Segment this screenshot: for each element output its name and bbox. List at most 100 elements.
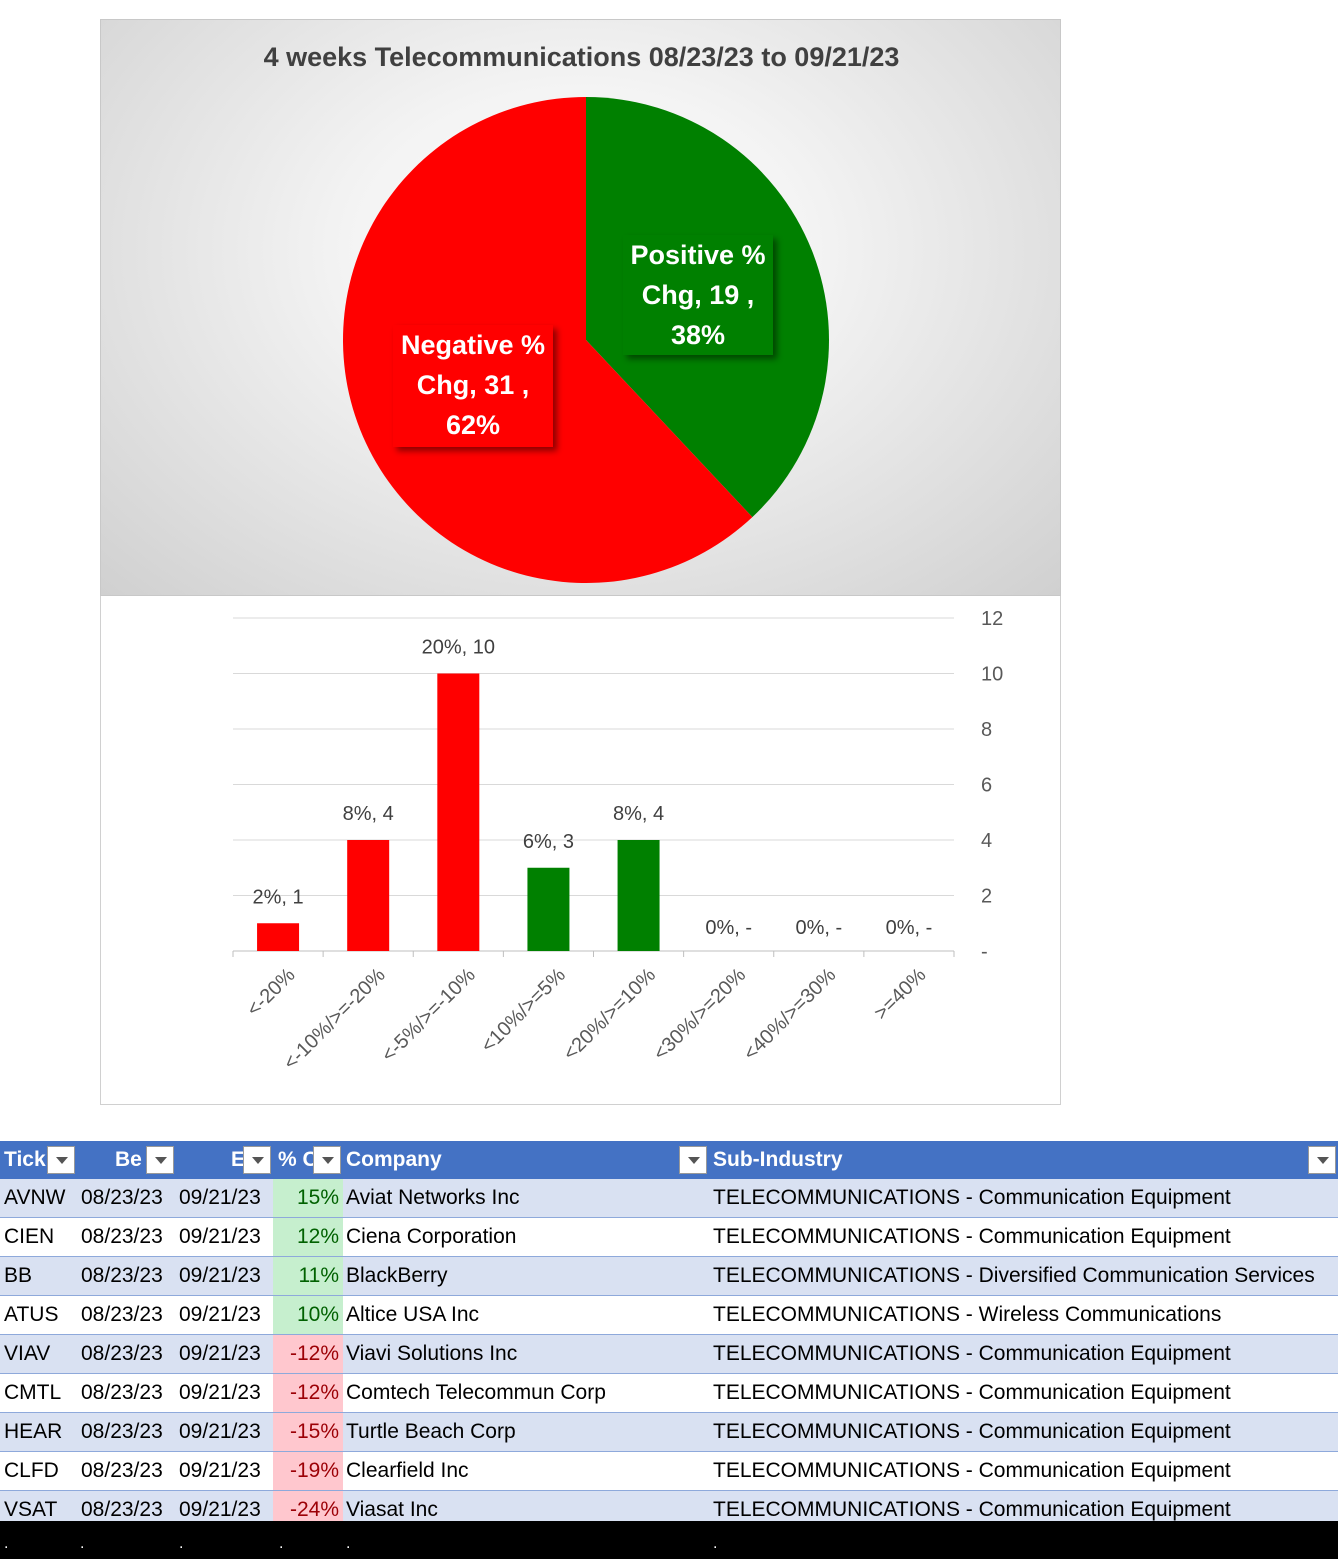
cell-sub-industry[interactable]: TELECOMMUNICATIONS - Communication Equip… xyxy=(709,1179,1338,1218)
header-ticker[interactable]: Tick xyxy=(0,1141,77,1179)
cell-end-date[interactable]: 09/21/23 xyxy=(176,1217,273,1257)
cell-pct-change[interactable]: -19% xyxy=(273,1451,343,1491)
header-begin[interactable]: Be xyxy=(77,1141,176,1179)
y-tick-label: 10 xyxy=(981,664,1003,686)
bar-data-label: 0%, - xyxy=(795,917,842,939)
header-pct-label: % C xyxy=(278,1148,318,1171)
cell-end-date[interactable]: 09/21/23 xyxy=(176,1179,273,1218)
bar xyxy=(617,840,660,951)
cell-company[interactable]: Comtech Telecommun Corp xyxy=(343,1373,709,1413)
cell-pct-change[interactable]: -12% xyxy=(273,1373,343,1413)
bar xyxy=(257,923,300,951)
pie-label-line: 62% xyxy=(445,410,501,440)
cell-pct-change[interactable]: 10% xyxy=(273,1295,343,1335)
cell-pct-change[interactable]: -12% xyxy=(273,1334,343,1374)
cell-begin-date[interactable]: 08/23/23 xyxy=(77,1334,176,1374)
filter-dropdown-icon[interactable] xyxy=(146,1146,174,1174)
footer-dot: . xyxy=(179,1535,184,1552)
table-row[interactable]: ATUS 08/23/23 09/21/23 10% Altice USA Inc TEL… xyxy=(0,1295,1338,1335)
header-company[interactable]: Company xyxy=(343,1141,709,1179)
x-category-label: <-5%/>=-10% xyxy=(377,964,480,1067)
filter-dropdown-icon[interactable] xyxy=(1308,1146,1336,1174)
filter-dropdown-icon[interactable] xyxy=(243,1146,271,1174)
header-ticker-label: Tick xyxy=(4,1148,46,1171)
x-category-label: >=40% xyxy=(870,964,931,1025)
filter-dropdown-icon[interactable] xyxy=(313,1146,341,1174)
cell-begin-date[interactable]: 08/23/23 xyxy=(77,1179,176,1218)
cell-end-date[interactable]: 09/21/23 xyxy=(176,1256,273,1296)
footer-bar xyxy=(0,1521,1338,1559)
x-category-label: <-20% xyxy=(243,964,300,1021)
cell-ticker[interactable]: HEAR xyxy=(0,1412,77,1452)
cell-end-date[interactable]: 09/21/23 xyxy=(176,1334,273,1374)
table-row[interactable]: CIEN 08/23/23 09/21/23 12% Ciena Corporation… xyxy=(0,1217,1338,1257)
cell-begin-date[interactable]: 08/23/23 xyxy=(77,1295,176,1335)
table-row[interactable]: AVNW 08/23/23 09/21/23 15% Aviat Networks In… xyxy=(0,1179,1338,1218)
cell-end-date[interactable]: 09/21/23 xyxy=(176,1373,273,1413)
pie-chart-title: 4 weeks Telecommunications 08/23/23 to 0… xyxy=(263,42,900,72)
cell-end-date[interactable]: 09/21/23 xyxy=(176,1451,273,1491)
table-row[interactable]: HEAR 08/23/23 09/21/23 -15% Turtle Beach Cor… xyxy=(0,1412,1338,1452)
bar-data-label: 20%, 10 xyxy=(422,637,495,659)
header-end[interactable]: E xyxy=(176,1141,273,1179)
cell-begin-date[interactable]: 08/23/23 xyxy=(77,1217,176,1257)
stocks-table: Tick Be E % C Company Sub-Industry AVNW 0… xyxy=(0,1141,1338,1530)
header-pct-change[interactable]: % C xyxy=(273,1141,343,1179)
x-category-label: <20%/>=10% xyxy=(559,964,660,1065)
pie-chart-panel: 4 weeks Telecommunications 08/23/23 to 0… xyxy=(100,19,1061,596)
cell-end-date[interactable]: 09/21/23 xyxy=(176,1295,273,1335)
cell-pct-change[interactable]: 15% xyxy=(273,1179,343,1218)
cell-pct-change[interactable]: -15% xyxy=(273,1412,343,1452)
cell-sub-industry[interactable]: TELECOMMUNICATIONS - Communication Equip… xyxy=(709,1217,1338,1257)
cell-ticker[interactable]: CMTL xyxy=(0,1373,77,1413)
cell-pct-change[interactable]: 11% xyxy=(273,1256,343,1296)
cell-sub-industry[interactable]: TELECOMMUNICATIONS - Communication Equip… xyxy=(709,1451,1338,1491)
cell-company[interactable]: Altice USA Inc xyxy=(343,1295,709,1335)
cell-sub-industry[interactable]: TELECOMMUNICATIONS - Communication Equip… xyxy=(709,1412,1338,1452)
cell-company[interactable]: BlackBerry xyxy=(343,1256,709,1296)
y-tick-label: 6 xyxy=(981,775,992,797)
cell-ticker[interactable]: ATUS xyxy=(0,1295,77,1335)
bar-data-label: 0%, - xyxy=(886,917,933,939)
filter-dropdown-icon[interactable] xyxy=(47,1146,75,1174)
cell-sub-industry[interactable]: TELECOMMUNICATIONS - Wireless Communicat… xyxy=(709,1295,1338,1335)
cell-sub-industry[interactable]: TELECOMMUNICATIONS - Diversified Communi… xyxy=(709,1256,1338,1296)
x-category-label: <40%/>=30% xyxy=(739,964,840,1065)
cell-sub-industry[interactable]: TELECOMMUNICATIONS - Communication Equip… xyxy=(709,1334,1338,1374)
cell-ticker[interactable]: CLFD xyxy=(0,1451,77,1491)
cell-company[interactable]: Aviat Networks Inc xyxy=(343,1179,709,1218)
header-sub-industry[interactable]: Sub-Industry xyxy=(709,1141,1338,1179)
table-row[interactable]: CMTL 08/23/23 09/21/23 -12% Comtech Telecomm… xyxy=(0,1373,1338,1413)
cell-company[interactable]: Clearfield Inc xyxy=(343,1451,709,1491)
cell-ticker[interactable]: BB xyxy=(0,1256,77,1296)
bar-data-label: 8%, 4 xyxy=(343,803,394,825)
footer-dot: . xyxy=(80,1535,85,1552)
y-tick-label: 2 xyxy=(981,886,992,908)
cell-begin-date[interactable]: 08/23/23 xyxy=(77,1412,176,1452)
cell-ticker[interactable]: CIEN xyxy=(0,1217,77,1257)
cell-sub-industry[interactable]: TELECOMMUNICATIONS - Communication Equip… xyxy=(709,1373,1338,1413)
table-row[interactable]: BB 08/23/23 09/21/23 11% BlackBerry TELECOMMU… xyxy=(0,1256,1338,1296)
cell-company[interactable]: Turtle Beach Corp xyxy=(343,1412,709,1452)
filter-dropdown-icon[interactable] xyxy=(679,1146,707,1174)
cell-ticker[interactable]: AVNW xyxy=(0,1179,77,1218)
y-tick-label: 8 xyxy=(981,719,992,741)
pie-label-line: Positive % xyxy=(630,240,766,270)
cell-begin-date[interactable]: 08/23/23 xyxy=(77,1373,176,1413)
cell-company[interactable]: Viavi Solutions Inc xyxy=(343,1334,709,1374)
table-row[interactable]: VIAV 08/23/23 09/21/23 -12% Viavi Solutions … xyxy=(0,1334,1338,1374)
cell-end-date[interactable]: 09/21/23 xyxy=(176,1412,273,1452)
cell-ticker[interactable]: VIAV xyxy=(0,1334,77,1374)
bar-data-label: 2%, 1 xyxy=(252,886,303,908)
cell-begin-date[interactable]: 08/23/23 xyxy=(77,1256,176,1296)
pie-label-line: Chg, 31 , xyxy=(416,370,530,400)
cell-pct-change[interactable]: 12% xyxy=(273,1217,343,1257)
pie-label-line: 38% xyxy=(670,320,726,350)
header-end-label: E xyxy=(231,1148,246,1171)
cell-company[interactable]: Ciena Corporation xyxy=(343,1217,709,1257)
bar-data-label: 6%, 3 xyxy=(523,831,574,853)
cell-begin-date[interactable]: 08/23/23 xyxy=(77,1451,176,1491)
x-category-label: <30%/>=20% xyxy=(649,964,750,1065)
bar xyxy=(347,840,390,951)
table-row[interactable]: CLFD 08/23/23 09/21/23 -19% Clearfield Inc TE… xyxy=(0,1451,1338,1491)
